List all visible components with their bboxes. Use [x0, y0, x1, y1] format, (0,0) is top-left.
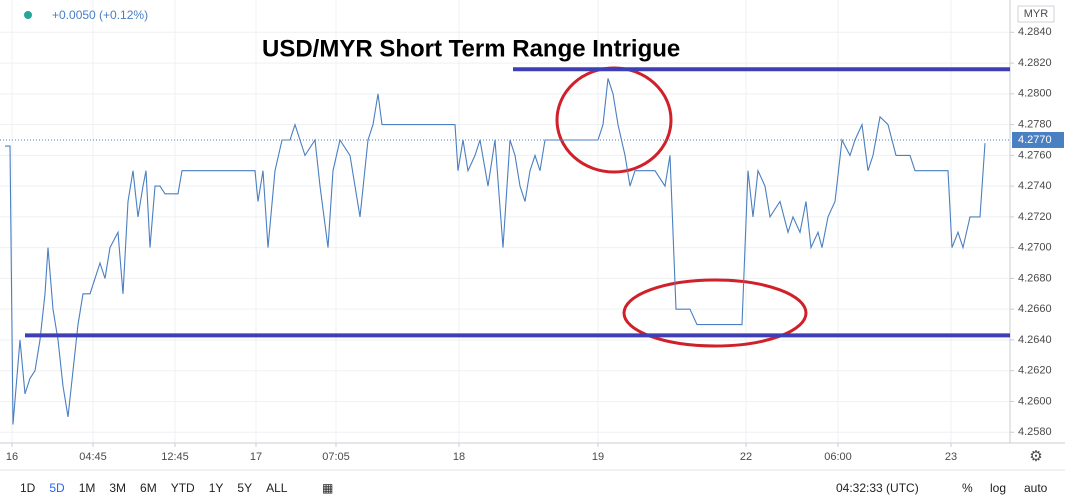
y-tick-label: 4.2700: [1018, 242, 1052, 254]
x-tick-label: 22: [740, 451, 752, 463]
y-tick-label: 4.2740: [1018, 180, 1052, 192]
range-button[interactable]: ALL: [266, 481, 288, 495]
y-tick-label: 4.2820: [1018, 57, 1052, 69]
y-tick-label: 4.2840: [1018, 26, 1052, 38]
x-tick-label: 17: [250, 451, 262, 463]
change-label: +0.0050 (+0.12%): [52, 8, 148, 22]
price-line: [5, 78, 986, 425]
status-dot: [24, 11, 32, 19]
x-tick-label: 04:45: [79, 451, 107, 463]
range-button[interactable]: 3M: [109, 481, 126, 495]
x-tick-label: 23: [945, 451, 957, 463]
x-tick-label: 18: [453, 451, 465, 463]
range-button[interactable]: YTD: [171, 481, 195, 495]
x-tick-label: 12:45: [161, 451, 189, 463]
x-tick-label: 19: [592, 451, 604, 463]
y-tick-label: 4.2580: [1018, 426, 1052, 438]
y-tick-label: 4.2800: [1018, 88, 1052, 100]
last-price-tag: [1012, 131, 1064, 148]
time-icon[interactable]: ▦: [322, 481, 333, 495]
range-button[interactable]: 6M: [140, 481, 157, 495]
currency-label: MYR: [1024, 8, 1049, 20]
range-button[interactable]: 1Y: [209, 481, 224, 495]
chart-title: USD/MYR Short Term Range Intrigue: [262, 35, 680, 62]
last-price-label: 4.2770: [1018, 134, 1052, 146]
range-button[interactable]: 5Y: [237, 481, 252, 495]
y-tick-label: 4.2720: [1018, 211, 1052, 223]
clock: 04:32:33 (UTC): [836, 481, 919, 495]
y-tick-label: 4.2680: [1018, 272, 1052, 284]
y-tick-label: 4.2620: [1018, 365, 1052, 377]
range-button[interactable]: 5D: [49, 481, 65, 495]
currency-box: [1017, 5, 1055, 23]
highlight-ellipse: [622, 278, 808, 348]
scale-option[interactable]: auto: [1024, 481, 1048, 495]
y-tick-label: 4.2660: [1018, 303, 1052, 315]
y-tick-label: 4.2780: [1018, 119, 1052, 131]
y-tick-label: 4.2600: [1018, 395, 1052, 407]
range-button[interactable]: 1M: [79, 481, 96, 495]
y-tick-label: 4.2760: [1018, 149, 1052, 161]
toolbar: 1D 5D 1M 3M 6M YTD 1Y 5Y ALL ▦ 04:32:33 (UTC)% log a…: [20, 481, 1048, 495]
x-tick-label: 06:00: [824, 451, 852, 463]
scale-option[interactable]: log: [990, 481, 1006, 495]
range-button[interactable]: 1D: [20, 481, 36, 495]
scale-option[interactable]: %: [962, 481, 973, 495]
settings-icon[interactable]: ⚙: [1029, 448, 1042, 465]
x-tick-label: 07:05: [322, 451, 350, 463]
x-tick-label: 16: [6, 451, 18, 463]
y-tick-label: 4.2640: [1018, 334, 1052, 346]
